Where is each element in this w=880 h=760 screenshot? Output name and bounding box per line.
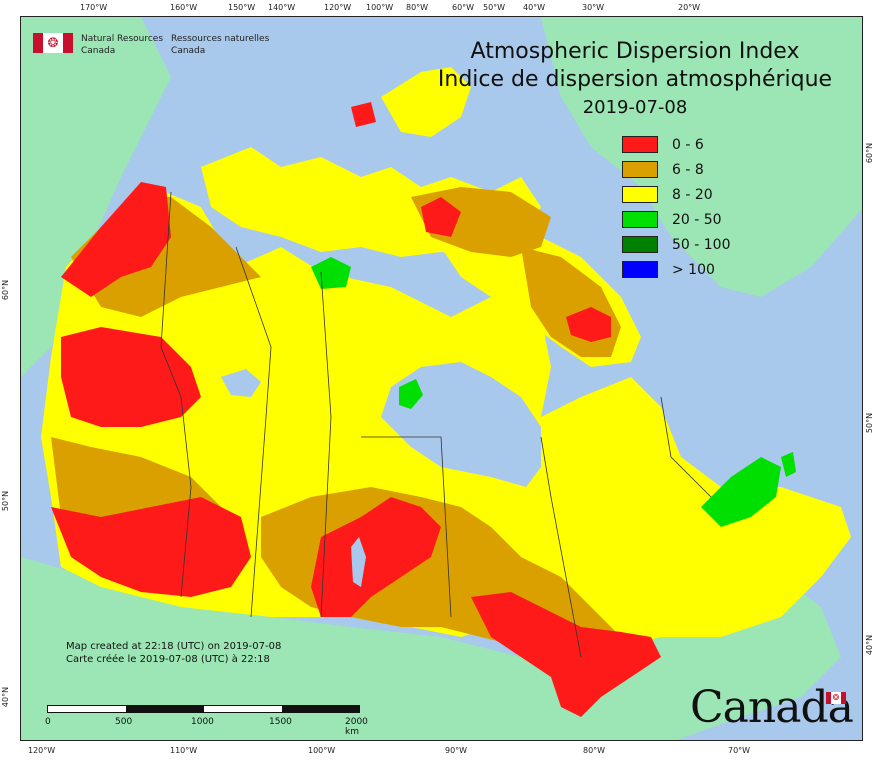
- bottom-tick: 80°W: [583, 746, 606, 755]
- red-zone-arctic: [421, 197, 461, 237]
- legend-swatch: [622, 261, 658, 278]
- legend-item: 6 - 8: [622, 157, 731, 182]
- usa-land: [21, 557, 581, 740]
- scale-label: 1500: [269, 717, 292, 727]
- red-zone-bc-north: [61, 327, 201, 427]
- legend-label: 8 - 20: [672, 186, 713, 203]
- green-zone-labrador: [701, 457, 781, 527]
- bottom-tick: 70°W: [728, 746, 751, 755]
- scale-segment: [126, 706, 204, 712]
- legend-label: 50 - 100: [672, 236, 731, 253]
- agency-en-line1: Natural Resources: [81, 34, 164, 44]
- right-tick: 40°N: [865, 634, 875, 656]
- scale-label: 0: [45, 717, 51, 727]
- scale-bar: 0 500 1000 1500 2000 km: [45, 705, 368, 737]
- red-zone-ontario: [471, 592, 661, 717]
- canada-flag-icon: ❂: [33, 33, 73, 53]
- dispersion-map: [20, 16, 863, 741]
- top-tick: 170°W: [80, 3, 108, 12]
- legend-swatch: [622, 186, 658, 203]
- top-tick: 150°W: [228, 3, 256, 12]
- agency-name-en: Natural Resources Canada: [81, 33, 163, 57]
- scale-segment: [204, 706, 282, 712]
- title-en: Atmospheric Dispersion Index: [470, 39, 800, 64]
- scale-label: 500: [115, 717, 133, 727]
- map-credits: Map created at 22:18 (UTC) on 2019-07-08…: [66, 640, 281, 666]
- scale-label: 1000: [191, 717, 214, 727]
- agency-fr-line2: Canada: [171, 46, 206, 56]
- left-tick: 40°N: [1, 686, 11, 708]
- arctic-west-land: [21, 17, 41, 47]
- legend-swatch: [622, 136, 658, 153]
- credits-fr: Carte créée le 2019-07-08 (UTC) à 22:18: [66, 654, 270, 665]
- legend-item: 50 - 100: [622, 232, 731, 257]
- map-canvas: [21, 17, 862, 740]
- top-tick: 120°W: [324, 3, 352, 12]
- bottom-tick: 90°W: [445, 746, 468, 755]
- legend-item: 20 - 50: [622, 207, 731, 232]
- top-tick: 50°W: [483, 3, 506, 12]
- agency-signature: ❂ Natural Resources Canada Ressources na…: [33, 33, 269, 57]
- red-zone-bc-south: [51, 497, 251, 597]
- left-tick: 50°N: [1, 490, 11, 512]
- legend-item: 0 - 6: [622, 132, 731, 157]
- left-tick: 60°N: [1, 279, 11, 301]
- legend-label: 20 - 50: [672, 211, 722, 228]
- ellesmere-island: [381, 67, 471, 137]
- greenland-land: [541, 17, 862, 297]
- map-date: 2019-07-08: [582, 97, 688, 118]
- top-tick: 140°W: [268, 3, 296, 12]
- green-zone-arctic: [311, 257, 351, 289]
- legend-item: 8 - 20: [622, 182, 731, 207]
- scale-label: 2000 km: [345, 717, 368, 737]
- bottom-tick: 120°W: [28, 746, 56, 755]
- bottom-tick: 100°W: [308, 746, 336, 755]
- red-zone-ellesmere: [351, 102, 376, 127]
- top-tick: 100°W: [366, 3, 394, 12]
- scale-segment: [48, 706, 126, 712]
- legend-swatch: [622, 211, 658, 228]
- legend-swatch: [622, 161, 658, 178]
- top-tick: 60°W: [452, 3, 475, 12]
- legend-swatch: [622, 236, 658, 253]
- legend-label: 6 - 8: [672, 161, 704, 178]
- canada-wordmark: Canada: [690, 682, 854, 733]
- bottom-tick: 110°W: [170, 746, 198, 755]
- legend-label: > 100: [672, 261, 715, 278]
- scale-bars: [47, 705, 360, 713]
- top-tick: 80°W: [406, 3, 429, 12]
- alaska-land: [21, 17, 171, 377]
- scale-segment: [282, 706, 359, 712]
- legend-label: 0 - 6: [672, 136, 704, 153]
- credits-en: Map created at 22:18 (UTC) on 2019-07-08: [66, 641, 282, 652]
- top-tick: 160°W: [170, 3, 198, 12]
- lake-winnipeg: [351, 537, 366, 587]
- top-tick: 20°W: [678, 3, 701, 12]
- red-zone-manitoba: [311, 497, 441, 617]
- agency-fr-line1: Ressources naturelles: [171, 34, 270, 44]
- agency-name-fr: Ressources naturelles Canada: [171, 33, 269, 57]
- great-bear-lake: [221, 369, 261, 397]
- top-tick: 30°W: [582, 3, 605, 12]
- green-zone-hudson: [399, 379, 423, 409]
- right-tick: 50°N: [865, 412, 875, 434]
- right-tick: 60°N: [865, 142, 875, 164]
- map-title: Atmospheric Dispersion Index Indice de d…: [405, 38, 865, 122]
- red-zone-baffin: [566, 307, 611, 342]
- green-zone-newfoundland: [781, 452, 796, 477]
- title-fr: Indice de dispersion atmosphérique: [437, 67, 833, 92]
- top-tick: 40°W: [523, 3, 546, 12]
- red-zone-yukon: [61, 182, 171, 297]
- legend-item: > 100: [622, 257, 731, 282]
- agency-en-line2: Canada: [81, 46, 116, 56]
- legend: 0 - 6 6 - 8 8 - 20 20 - 50 50 - 100 > 10…: [622, 132, 731, 282]
- province-borders: [160, 191, 712, 658]
- wordmark-flag-icon: ❂: [826, 692, 846, 704]
